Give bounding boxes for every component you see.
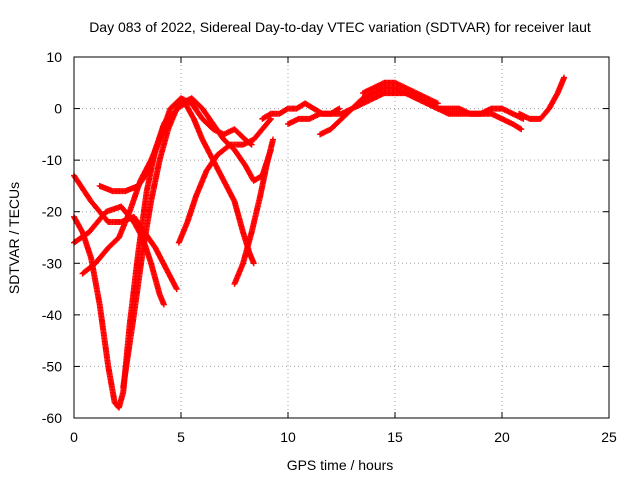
y-axis-label: SDTVAR / TECUs — [6, 182, 22, 294]
x-tick-label: 15 — [387, 429, 403, 445]
series-track-13 — [516, 74, 568, 122]
series-track-12 — [359, 79, 441, 107]
data-point — [561, 74, 568, 81]
y-tick-label: -20 — [42, 204, 62, 220]
y-tick-labels: 10 0 -10 -20 -30 -40 -50 -60 — [42, 49, 62, 426]
data-point — [434, 100, 441, 107]
x-tick-label: 25 — [601, 429, 617, 445]
data-point — [266, 117, 273, 124]
data-point — [250, 260, 257, 267]
series-track-3 — [71, 203, 167, 308]
series-track-2 — [71, 172, 180, 293]
y-tick-label: 10 — [46, 49, 62, 65]
series-track-5 — [96, 95, 255, 195]
series-track-9 — [259, 100, 343, 122]
data-point — [267, 115, 274, 122]
chart-title: Day 083 of 2022, Sidereal Day-to-day VTE… — [89, 19, 591, 35]
y-tick-label: -40 — [42, 307, 62, 323]
y-tick-label: -10 — [42, 152, 62, 168]
data-point — [160, 301, 167, 308]
plot-frame — [73, 56, 610, 419]
data-point — [270, 136, 277, 143]
y-tick-label: -50 — [42, 358, 62, 374]
y-tick-label: -60 — [42, 410, 62, 426]
data-points — [71, 74, 568, 411]
x-tick-labels: 0 5 10 15 20 25 — [70, 429, 617, 445]
y-tick-label: -30 — [42, 255, 62, 271]
series-track-8 — [231, 136, 277, 287]
series-track-6 — [120, 100, 257, 391]
data-point — [517, 125, 524, 132]
data-point — [173, 286, 180, 293]
x-tick-label: 10 — [280, 429, 296, 445]
data-point — [518, 126, 525, 133]
series-track-11 — [317, 84, 525, 138]
x-tick-label: 20 — [494, 429, 510, 445]
x-tick-label: 0 — [70, 429, 78, 445]
series-track-7 — [175, 115, 274, 246]
data-point — [336, 105, 343, 112]
x-axis-label: GPS time / hours — [287, 457, 394, 473]
y-tick-label: 0 — [54, 101, 62, 117]
x-tick-label: 5 — [177, 429, 185, 445]
